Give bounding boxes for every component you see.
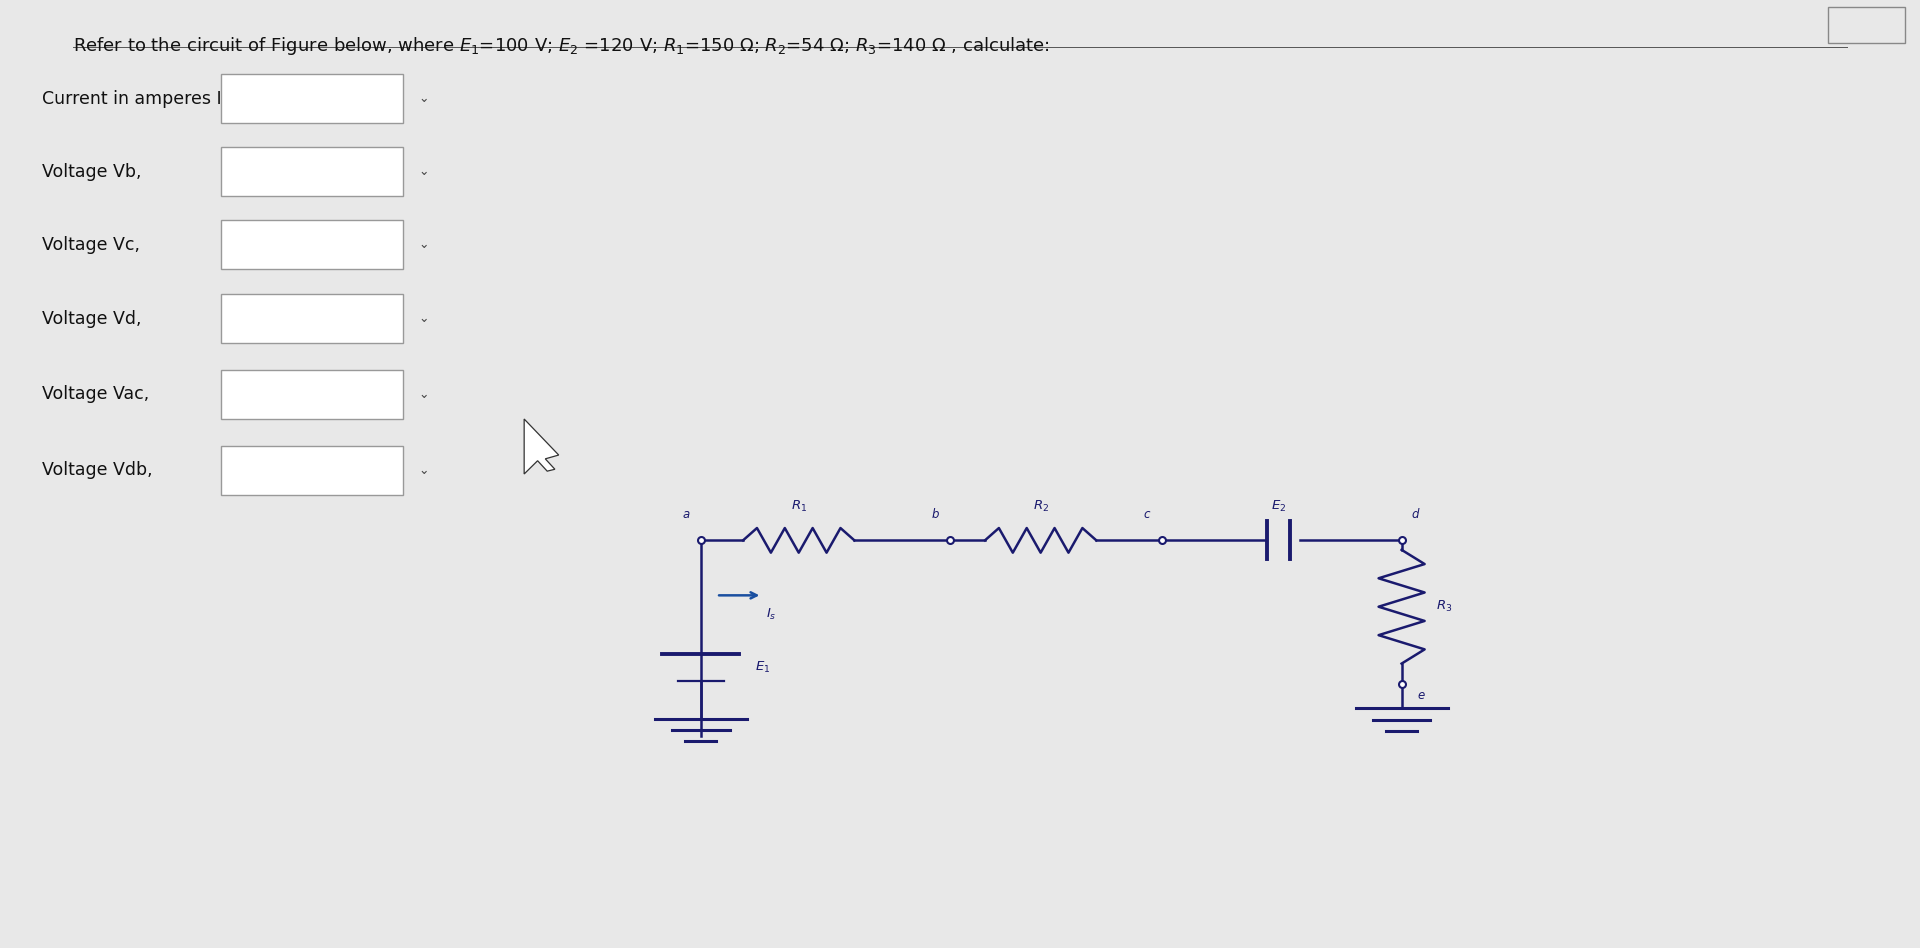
Text: Refer to the circuit of Figure below, where $E_1$=100 V; $E_2$ =120 V; $R_1$=150: Refer to the circuit of Figure below, wh… [73,35,1050,57]
Text: c: c [1144,508,1150,521]
FancyBboxPatch shape [221,370,403,419]
Text: Voltage Vac,: Voltage Vac, [42,386,150,403]
Text: d: d [1411,508,1419,521]
Text: $E_2$: $E_2$ [1271,499,1286,514]
FancyBboxPatch shape [221,147,403,196]
Text: $R_1$: $R_1$ [791,499,806,514]
Text: Voltage Vb,: Voltage Vb, [42,163,142,180]
Text: b: b [931,508,939,521]
FancyBboxPatch shape [221,446,403,495]
Text: e: e [1417,689,1425,702]
Text: a: a [682,508,689,521]
Text: ⌄: ⌄ [419,165,428,178]
Text: $I_s$: $I_s$ [766,607,776,622]
Text: $R_3$: $R_3$ [1436,599,1453,614]
Text: Voltage Vdb,: Voltage Vdb, [42,462,154,479]
Text: $R_2$: $R_2$ [1033,499,1048,514]
Polygon shape [524,419,559,474]
Text: Current in amperes Is,: Current in amperes Is, [42,90,236,107]
Text: ⌄: ⌄ [419,92,428,105]
Text: ⌄: ⌄ [419,388,428,401]
FancyBboxPatch shape [221,74,403,123]
Text: Voltage Vc,: Voltage Vc, [42,236,140,253]
FancyBboxPatch shape [1828,7,1905,43]
Text: ⌄: ⌄ [419,464,428,477]
Text: ⌄: ⌄ [419,312,428,325]
FancyBboxPatch shape [221,294,403,343]
Text: $E_1$: $E_1$ [755,660,770,675]
Text: ⌄: ⌄ [419,238,428,251]
Text: Voltage Vd,: Voltage Vd, [42,310,142,327]
FancyBboxPatch shape [221,220,403,269]
